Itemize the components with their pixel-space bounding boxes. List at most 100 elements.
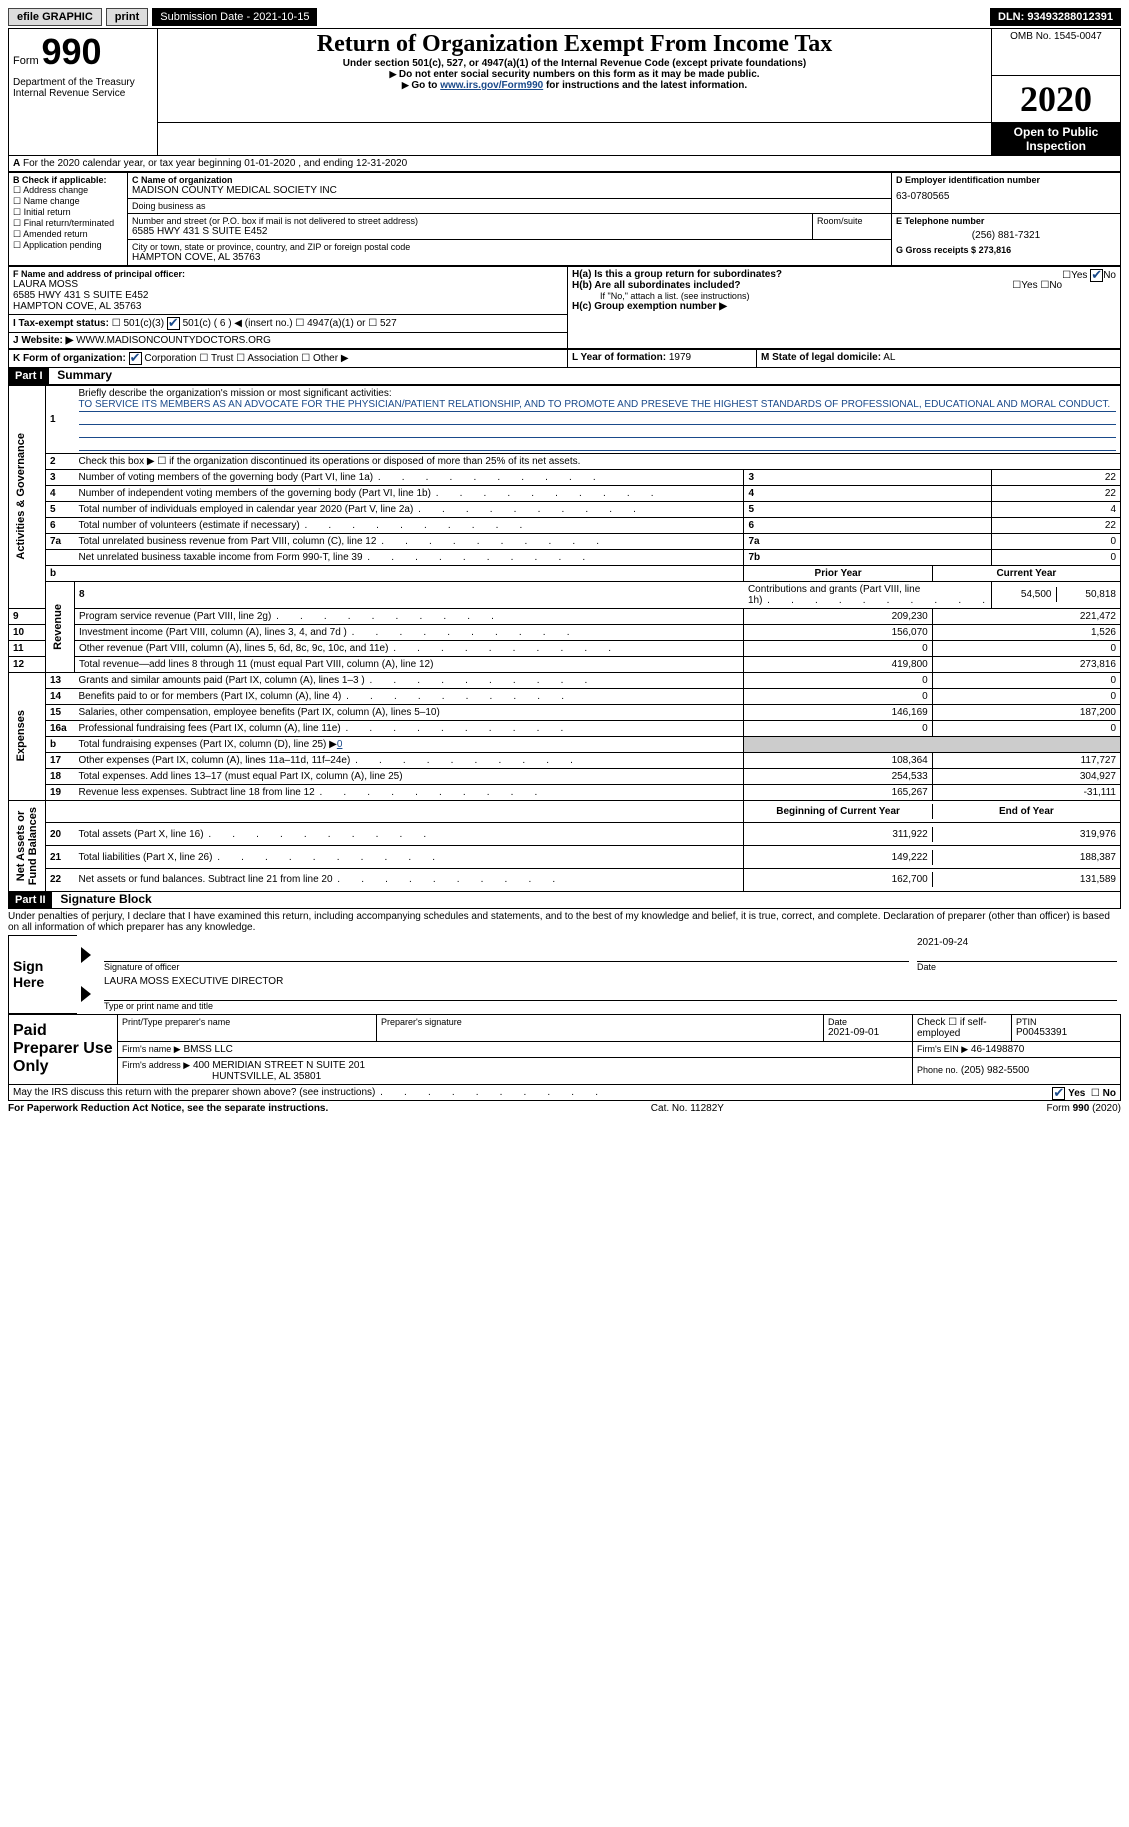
box-e-label: E Telephone number — [896, 216, 1116, 226]
paid-preparer-table: Paid Preparer Use Only Print/Type prepar… — [8, 1014, 1121, 1085]
rev-row: 11Other revenue (Part VIII, column (A), … — [9, 640, 1121, 656]
box-hb-note: If "No," attach a list. (see instruction… — [572, 291, 1116, 301]
end-year-hdr: End of Year — [932, 804, 1120, 819]
sign-here-table: Sign Here Signature of officer 2021-09-2… — [8, 935, 1121, 1014]
box-f-label: F Name and address of principal officer: — [13, 269, 563, 279]
exp-row: 17Other expenses (Part IX, column (A), l… — [9, 752, 1121, 768]
firm-ein: 46-1498870 — [971, 1044, 1024, 1055]
paid-preparer-label: Paid Preparer Use Only — [9, 1014, 118, 1084]
footer-mid: Cat. No. 11282Y — [651, 1103, 724, 1114]
exp-row: 14Benefits paid to or for members (Part … — [9, 688, 1121, 704]
box-c-addr-label: Number and street (or P.O. box if mail i… — [132, 216, 808, 226]
rev-row: 12Total revenue—add lines 8 through 11 (… — [9, 656, 1121, 672]
city-value: HAMPTON COVE, AL 35763 — [132, 252, 887, 263]
box-c-city-label: City or town, state or province, country… — [132, 242, 887, 252]
prior-year-hdr: Prior Year — [744, 566, 932, 581]
box-d-label: D Employer identification number — [896, 175, 1116, 185]
gov-row: 3Number of voting members of the governi… — [9, 469, 1121, 485]
officer-name: LAURA MOSS — [13, 279, 563, 290]
exp-row: 15Salaries, other compensation, employee… — [9, 704, 1121, 720]
discuss-row: May the IRS discuss this return with the… — [8, 1085, 1121, 1101]
box-b-item: ☐ Final return/terminated — [13, 218, 123, 229]
boxes-bh: B Check if applicable: ☐ Address change … — [8, 172, 1121, 266]
box-g: G Gross receipts $ 273,816 — [896, 245, 1116, 255]
street-address: 6585 HWY 431 S SUITE E452 — [132, 226, 808, 237]
box-k: K Form of organization: Corporation ☐ Tr… — [9, 349, 568, 367]
box-i: I Tax-exempt status: ☐ 501(c)(3) 501(c) … — [9, 314, 568, 332]
submission-date: Submission Date - 2021-10-15 — [152, 8, 317, 26]
box-b-item: ☐ Application pending — [13, 240, 123, 251]
omb-number: OMB No. 1545-0047 — [992, 29, 1121, 76]
room-suite-label: Room/suite — [813, 213, 892, 239]
gov-row: 5Total number of individuals employed in… — [9, 501, 1121, 517]
part-i-table: Activities & Governance 1 Briefly descri… — [8, 385, 1121, 892]
gov-side-label: Activities & Governance — [13, 429, 29, 564]
rev-side-label: Revenue — [50, 600, 66, 654]
irs-link[interactable]: www.irs.gov/Form990 — [440, 80, 543, 91]
exp-side-label: Expenses — [13, 706, 29, 765]
topbar: efile GRAPHIC print Submission Date - 20… — [8, 8, 1121, 26]
net-side-label: Net Assets or Fund Balances — [13, 803, 41, 889]
net-row: 20Total assets (Part X, line 16)311,9223… — [9, 823, 1121, 846]
box-hb: H(b) Are all subordinates included? ☐Yes… — [572, 280, 1116, 291]
website-value[interactable]: WWW.MADISONCOUNTYDOCTORS.ORG — [76, 335, 271, 346]
box-c-dba-label: Doing business as — [132, 201, 887, 211]
net-row: 21Total liabilities (Part X, line 26)149… — [9, 846, 1121, 869]
discuss-yes-check — [1052, 1087, 1065, 1100]
box-m: M State of legal domicile: AL — [757, 349, 1121, 367]
prep-date: 2021-09-01 — [828, 1027, 908, 1038]
boxes-fh: F Name and address of principal officer:… — [8, 266, 1121, 349]
exp-row: 16aProfessional fundraising fees (Part I… — [9, 720, 1121, 736]
open-public-badge: Open to Public Inspection — [992, 122, 1121, 155]
declaration: Under penalties of perjury, I declare th… — [8, 909, 1121, 935]
box-b-item: ☐ Name change — [13, 196, 123, 207]
501c-check — [167, 317, 180, 330]
gov-row: 6Total number of volunteers (estimate if… — [9, 517, 1121, 533]
gov-row: 7aTotal unrelated business revenue from … — [9, 533, 1121, 549]
part-ii-badge: Part II — [9, 892, 52, 908]
form-title: Return of Organization Exempt From Incom… — [162, 31, 987, 58]
firm-addr1: 400 MERIDIAN STREET N SUITE 201 — [193, 1060, 365, 1071]
officer-sig-label: Signature of officer — [104, 962, 909, 972]
footer-left: For Paperwork Reduction Act Notice, see … — [8, 1103, 328, 1114]
box-c-name-label: C Name of organization — [132, 175, 887, 185]
sig-date: 2021-09-24 — [917, 937, 1117, 962]
box-ha: H(a) Is this a group return for subordin… — [572, 269, 1116, 280]
dept-label: Department of the Treasury Internal Reve… — [9, 75, 158, 155]
efile-button[interactable]: efile GRAPHIC — [8, 8, 102, 26]
gov-row: 4Number of independent voting members of… — [9, 485, 1121, 501]
exp-row: 19Revenue less expenses. Subtract line 1… — [9, 784, 1121, 800]
footer-right: Form 990 (2020) — [1047, 1103, 1122, 1114]
part-i-badge: Part I — [9, 368, 49, 384]
ptin-value: P00453391 — [1016, 1027, 1116, 1038]
print-button[interactable]: print — [106, 8, 148, 26]
sign-arrow-icon — [81, 986, 91, 1002]
officer-addr1: 6585 HWY 431 S SUITE E452 — [13, 290, 563, 301]
phone-value: (256) 881-7321 — [896, 230, 1116, 241]
mission-text: TO SERVICE ITS MEMBERS AS AN ADVOCATE FO… — [79, 399, 1117, 412]
form-number: 990 — [41, 31, 101, 72]
part-ii-title: Signature Block — [60, 892, 151, 906]
officer-addr2: HAMPTON COVE, AL 35763 — [13, 301, 563, 312]
sig-name-title-label: Type or print name and title — [104, 1001, 1117, 1011]
rev-row: 10Investment income (Part VIII, column (… — [9, 624, 1121, 640]
mission-q: Briefly describe the organization's miss… — [79, 388, 1117, 399]
corp-check — [129, 352, 142, 365]
box-l: L Year of formation: 1979 — [568, 349, 757, 367]
header-table: Form 990 Return of Organization Exempt F… — [8, 28, 1121, 156]
footer: For Paperwork Reduction Act Notice, see … — [8, 1103, 1121, 1114]
box-b-item: ☐ Address change — [13, 185, 123, 196]
box-b-label: B Check if applicable: — [13, 175, 123, 185]
box-b-item: ☐ Initial return — [13, 207, 123, 218]
exp-row: 18Total expenses. Add lines 13–17 (must … — [9, 768, 1121, 784]
form-label: Form — [13, 55, 39, 67]
line2: Check this box ▶ ☐ if the organization d… — [75, 453, 1121, 469]
form-subtitle: Under section 501(c), 527, or 4947(a)(1)… — [162, 58, 987, 69]
box-j: J Website: ▶ WWW.MADISONCOUNTYDOCTORS.OR… — [9, 332, 568, 348]
sign-here-label: Sign Here — [9, 935, 78, 1013]
sig-name-title: LAURA MOSS EXECUTIVE DIRECTOR — [104, 976, 1117, 1001]
beg-year-hdr: Beginning of Current Year — [744, 804, 932, 819]
gov-row: Net unrelated business taxable income fr… — [9, 549, 1121, 565]
current-year-hdr: Current Year — [932, 566, 1120, 581]
dln-label: DLN: 93493288012391 — [990, 8, 1121, 26]
